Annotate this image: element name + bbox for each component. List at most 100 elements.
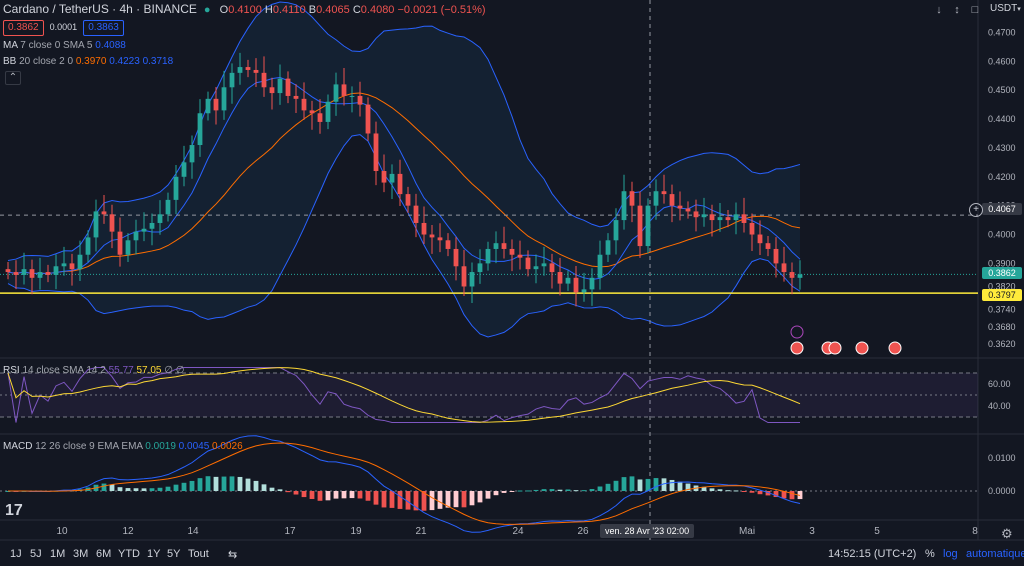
ohlc-open-label: O — [219, 4, 229, 16]
range-button-3m[interactable]: 3M — [73, 548, 89, 560]
macd-histogram-bar — [285, 491, 291, 493]
candle — [381, 171, 387, 183]
macd-signal-value: 0.0026 — [212, 441, 243, 452]
macd-histogram-bar — [213, 476, 219, 491]
bb-label: BB — [3, 56, 17, 67]
candle — [733, 214, 739, 221]
candle — [453, 248, 459, 267]
range-button-tout[interactable]: Tout — [188, 548, 209, 560]
scroll-down-icon[interactable]: ↓ — [936, 4, 942, 16]
macd-histogram-bar — [453, 491, 459, 508]
candle — [445, 240, 451, 249]
range-button-5j[interactable]: 5J — [30, 548, 42, 560]
sell-button[interactable]: 0.3862 — [3, 20, 44, 36]
maximize-icon[interactable]: □ — [971, 4, 979, 16]
arrows-icon[interactable]: ↕ — [954, 4, 960, 16]
hline-price-label: 0.3797 — [982, 289, 1022, 301]
macd-histogram-bar — [261, 484, 267, 491]
range-button-ytd[interactable]: YTD — [118, 548, 140, 560]
macd-legend[interactable]: MACD 12 26 close 9 EMA EMA 0.0019 0.0045… — [3, 441, 243, 452]
log-toggle[interactable]: log — [943, 548, 958, 560]
clock-time[interactable]: 14:52:15 (UTC+2) — [828, 548, 917, 560]
candle — [349, 95, 355, 97]
collapse-legend-icon[interactable]: ⌃ — [5, 71, 21, 85]
candle — [549, 263, 555, 273]
candle — [677, 205, 683, 209]
macd-histogram-bar — [613, 480, 619, 491]
ohlc-high-label: H — [264, 4, 273, 16]
candle — [725, 217, 731, 221]
macd-histogram-bar — [501, 491, 507, 493]
ma-legend[interactable]: MA 7 close 0 SMA 5 0.4088 — [3, 40, 126, 51]
time-tick-label: 5 — [874, 526, 880, 537]
macd-histogram-bar — [605, 483, 611, 491]
macd-histogram-bar — [461, 491, 467, 508]
macd-histogram-bar — [333, 491, 339, 499]
crosshair-time-label: ven. 28 Avr '23 02:00 — [600, 524, 695, 538]
time-tick-label: 26 — [577, 526, 589, 537]
candle — [125, 240, 131, 255]
macd-histogram-bar — [189, 480, 195, 491]
macd-histogram-bar — [645, 478, 651, 491]
macd-histogram-bar — [437, 491, 443, 509]
macd-histogram-bar — [557, 489, 563, 491]
buy-button[interactable]: 0.3863 — [83, 20, 124, 36]
range-button-1m[interactable]: 1M — [50, 548, 66, 560]
flag-event-icon — [888, 341, 902, 355]
candle — [77, 254, 83, 270]
rsi-extra: ∅ ∅ — [164, 365, 185, 376]
time-tick-label: 12 — [122, 526, 134, 537]
candle — [117, 231, 123, 255]
symbol-title[interactable]: Cardano / TetherUS · 4h · BINANCE — [3, 2, 197, 16]
spread-value: 0.0001 — [49, 22, 78, 32]
range-button-1j[interactable]: 1J — [10, 548, 22, 560]
macd-histogram-bar — [781, 491, 787, 499]
candle — [781, 263, 787, 273]
range-button-6m[interactable]: 6M — [96, 548, 112, 560]
candle — [709, 214, 715, 221]
candle — [21, 269, 27, 275]
add-alert-icon[interactable]: + — [969, 203, 983, 217]
candle — [597, 254, 603, 278]
rsi-tick-label: 60.00 — [988, 379, 1011, 389]
currency-selector[interactable]: USDT▾ — [990, 3, 1021, 14]
macd-histogram-bar — [381, 491, 387, 508]
candle — [589, 277, 595, 290]
macd-histogram-bar — [725, 490, 731, 492]
ohlc-open: 0.4100 — [228, 4, 262, 16]
macd-histogram-bar — [565, 489, 571, 491]
auto-toggle[interactable]: automatique — [966, 548, 1024, 560]
ma-params: 7 close 0 SMA 5 — [20, 40, 93, 51]
macd-histogram-bar — [757, 491, 763, 495]
macd-histogram-bar — [293, 491, 299, 495]
candle — [325, 101, 331, 122]
macd-histogram-bar — [573, 490, 579, 492]
candle — [13, 272, 19, 275]
candle — [29, 269, 35, 278]
date-range-icon[interactable]: ⇆ — [228, 549, 238, 561]
range-button-1y[interactable]: 1Y — [147, 548, 161, 560]
ohlc-change: −0.0021 (−0.51%) — [397, 4, 486, 16]
macd-histogram-bar — [597, 486, 603, 491]
macd-histogram-bar — [165, 486, 171, 491]
macd-histogram-bar — [197, 478, 203, 491]
rsi-params: 14 close SMA 14 2 — [22, 365, 106, 376]
bb-legend[interactable]: BB 20 close 2 0 0.3970 0.4223 0.3718 — [3, 56, 173, 67]
candle — [581, 289, 587, 293]
percent-toggle[interactable]: % — [925, 548, 935, 560]
range-button-5y[interactable]: 5Y — [167, 548, 181, 560]
macd-histogram-bar — [541, 489, 547, 491]
candle — [365, 104, 371, 134]
macd-histogram-bar — [125, 488, 131, 491]
price-tick-label: 0.3680 — [988, 322, 1016, 332]
price-tick-label: 0.3820 — [988, 281, 1016, 291]
rsi-legend[interactable]: RSI 14 close SMA 14 2 55.77 57.05 ∅ ∅ — [3, 365, 184, 376]
macd-histogram-bar — [397, 491, 403, 509]
settings-gear-icon[interactable]: ⚙ — [1001, 526, 1013, 541]
time-tick-label: 17 — [284, 526, 296, 537]
macd-histogram-bar — [621, 477, 627, 491]
candle — [565, 277, 571, 284]
candle — [373, 133, 379, 172]
bb-upper-line — [7, 1, 801, 261]
